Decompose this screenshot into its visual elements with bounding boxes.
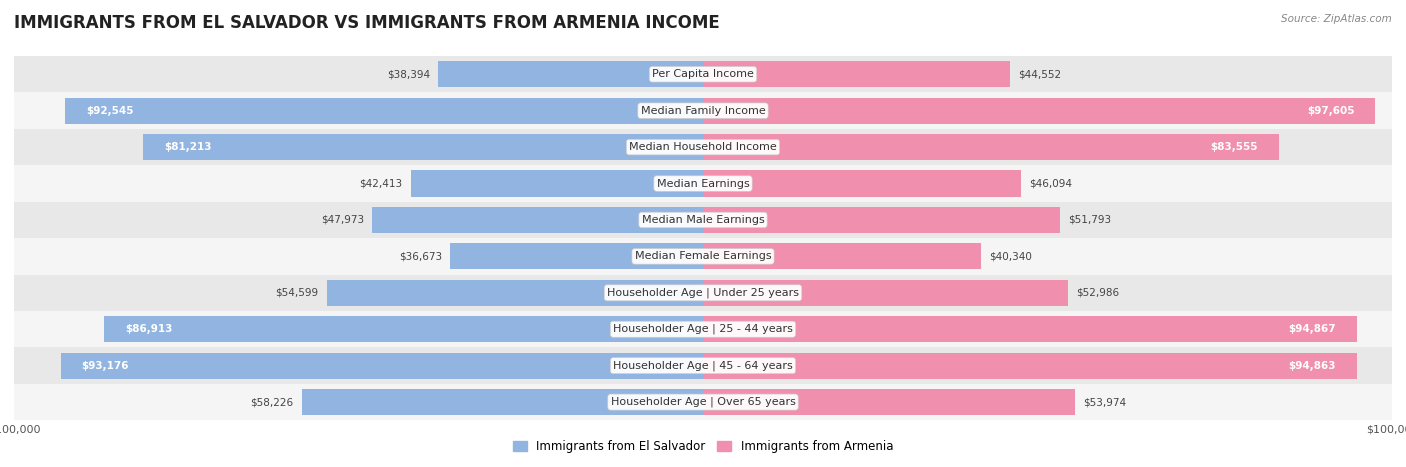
Text: Median Household Income: Median Household Income (628, 142, 778, 152)
FancyBboxPatch shape (14, 384, 1392, 420)
Bar (703, 316, 1357, 342)
Bar (439, 61, 703, 87)
Text: $86,913: $86,913 (125, 324, 173, 334)
Text: Per Capita Income: Per Capita Income (652, 69, 754, 79)
FancyBboxPatch shape (14, 129, 1392, 165)
Text: Median Earnings: Median Earnings (657, 178, 749, 189)
Bar (450, 243, 703, 269)
Bar (373, 207, 703, 233)
FancyBboxPatch shape (14, 202, 1392, 238)
Text: $36,673: $36,673 (399, 251, 441, 262)
Text: Median Family Income: Median Family Income (641, 106, 765, 116)
FancyBboxPatch shape (14, 275, 1392, 311)
Text: $58,226: $58,226 (250, 397, 294, 407)
Text: $54,599: $54,599 (276, 288, 319, 298)
Text: Householder Age | Over 65 years: Householder Age | Over 65 years (610, 397, 796, 407)
Text: Householder Age | 45 - 64 years: Householder Age | 45 - 64 years (613, 361, 793, 371)
Text: Source: ZipAtlas.com: Source: ZipAtlas.com (1281, 14, 1392, 24)
Text: $83,555: $83,555 (1211, 142, 1258, 152)
Bar (703, 170, 1021, 197)
Bar (326, 280, 703, 306)
Text: $53,974: $53,974 (1083, 397, 1126, 407)
Text: $52,986: $52,986 (1077, 288, 1119, 298)
Text: $92,545: $92,545 (86, 106, 134, 116)
Text: Householder Age | Under 25 years: Householder Age | Under 25 years (607, 288, 799, 298)
Text: IMMIGRANTS FROM EL SALVADOR VS IMMIGRANTS FROM ARMENIA INCOME: IMMIGRANTS FROM EL SALVADOR VS IMMIGRANT… (14, 14, 720, 32)
Text: $97,605: $97,605 (1308, 106, 1355, 116)
Text: Median Female Earnings: Median Female Earnings (634, 251, 772, 262)
FancyBboxPatch shape (14, 311, 1392, 347)
Bar (66, 98, 703, 124)
FancyBboxPatch shape (14, 165, 1392, 202)
Text: $38,394: $38,394 (387, 69, 430, 79)
Bar (703, 353, 1357, 379)
Bar (703, 98, 1375, 124)
Bar (104, 316, 703, 342)
Text: $93,176: $93,176 (82, 361, 129, 371)
Bar (703, 61, 1010, 87)
Bar (703, 389, 1074, 415)
Text: $94,867: $94,867 (1288, 324, 1336, 334)
Text: $47,973: $47,973 (321, 215, 364, 225)
FancyBboxPatch shape (14, 92, 1392, 129)
Text: $94,863: $94,863 (1288, 361, 1336, 371)
Text: $51,793: $51,793 (1069, 215, 1111, 225)
Bar (60, 353, 703, 379)
Text: $42,413: $42,413 (360, 178, 402, 189)
Bar (703, 243, 981, 269)
Bar (703, 280, 1069, 306)
Text: $44,552: $44,552 (1018, 69, 1062, 79)
FancyBboxPatch shape (14, 238, 1392, 275)
FancyBboxPatch shape (14, 56, 1392, 92)
Text: Median Male Earnings: Median Male Earnings (641, 215, 765, 225)
Bar (143, 134, 703, 160)
Text: $46,094: $46,094 (1029, 178, 1071, 189)
Text: Householder Age | 25 - 44 years: Householder Age | 25 - 44 years (613, 324, 793, 334)
Bar (411, 170, 703, 197)
Bar (703, 134, 1278, 160)
FancyBboxPatch shape (14, 347, 1392, 384)
Bar (302, 389, 703, 415)
Text: $81,213: $81,213 (165, 142, 212, 152)
Text: $40,340: $40,340 (990, 251, 1032, 262)
Legend: Immigrants from El Salvador, Immigrants from Armenia: Immigrants from El Salvador, Immigrants … (508, 436, 898, 458)
Bar (703, 207, 1060, 233)
